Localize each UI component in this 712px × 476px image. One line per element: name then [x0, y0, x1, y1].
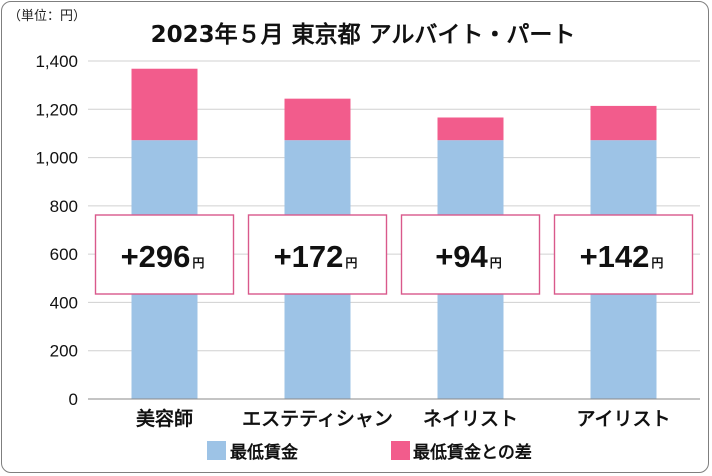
y-tick-label: 200 [50, 342, 78, 361]
annotation-label: +172 円 [274, 239, 358, 274]
bar-difference [131, 68, 198, 141]
legend-label: 最低賃金 [230, 442, 299, 463]
annotation-label: +94 円 [435, 239, 502, 274]
annotation-unit: 円 [651, 256, 663, 270]
bar-difference [590, 105, 657, 141]
y-tick-label: 600 [50, 245, 78, 264]
annotation-box [247, 214, 388, 295]
y-tick-label: 400 [50, 293, 78, 312]
category-label: 美容師 [136, 407, 193, 430]
annotation-label: +142 円 [580, 239, 664, 274]
annotation-value: +94 [435, 239, 488, 274]
y-axis-ticks: 0 200 400 600 800 1,000 1,200 1,400 [35, 52, 78, 409]
difference-annotations: +296 円 +172 円 +94 円 +142 円 [94, 214, 694, 295]
category-label: ネイリスト [423, 408, 518, 430]
category-label: アイリスト [576, 408, 670, 430]
category-labels: 美容師 エステティシャン ネイリスト アイリスト [136, 407, 671, 430]
y-tick-label: 800 [50, 197, 78, 216]
bar-difference [284, 98, 351, 141]
legend-swatch [391, 441, 410, 460]
annotation-unit: 円 [490, 256, 502, 270]
y-tick-label: 1,200 [35, 100, 78, 119]
annotation-value: +172 [274, 239, 344, 274]
category-label: エステティシャン [242, 408, 393, 430]
legend-swatch [207, 441, 226, 460]
annotation-box [400, 214, 541, 295]
annotation-value: +142 [580, 239, 650, 274]
annotation-box [94, 214, 235, 295]
annotation-value: +296 [121, 239, 191, 274]
annotation-unit: 円 [192, 256, 204, 270]
chart-title: 2023年５月 東京都 アルバイト・パート [151, 21, 576, 48]
unit-label: （単位：円） [8, 8, 86, 23]
annotation-unit: 円 [345, 256, 357, 270]
legend-label: 最低賃金との差 [413, 442, 532, 463]
y-tick-label: 1,400 [35, 52, 78, 71]
bar-difference [437, 117, 504, 141]
annotation-label: +296 円 [121, 239, 205, 274]
y-tick-label: 1,000 [35, 149, 78, 168]
legend: 最低賃金 最低賃金との差 [207, 441, 532, 463]
y-tick-label: 0 [69, 390, 78, 409]
annotation-box [553, 214, 694, 295]
